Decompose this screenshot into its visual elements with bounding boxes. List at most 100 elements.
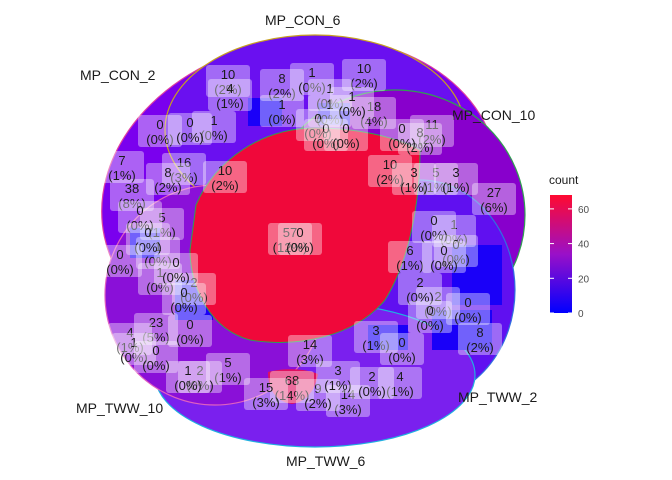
region-percent: (2%): [304, 396, 331, 411]
region-label-bg: [326, 385, 370, 417]
region-percent: (0%): [126, 218, 153, 233]
region-label-bg: [134, 313, 178, 345]
region-label: 0(0%): [422, 241, 466, 273]
region-percent: (3%): [334, 402, 361, 417]
region-label: 15(3%): [244, 378, 288, 410]
set-label: MP_CON_10: [452, 107, 535, 123]
region-percent: (0%): [430, 258, 457, 273]
region-label-bg: [110, 179, 154, 211]
region-label: 0(0%): [434, 235, 478, 267]
region-count: 0: [144, 225, 151, 240]
region-count: 0: [322, 121, 329, 136]
region-count: 0: [136, 203, 143, 218]
region-label-bg: [388, 241, 432, 273]
region-label-bg: [260, 95, 304, 127]
region-label: 2(0%): [398, 273, 442, 305]
region-label: 38(8%): [110, 179, 154, 211]
region-label: 0(0%): [380, 119, 424, 151]
region-label-bg: [308, 95, 352, 127]
region-label: 2(0%): [416, 287, 460, 319]
region-label-bg: [278, 223, 322, 255]
region-label: 8(2%): [398, 123, 442, 155]
region-count: 57: [283, 225, 297, 240]
region-count: 1: [326, 81, 333, 96]
region-label-bg: [112, 333, 156, 365]
region-count: 0: [398, 335, 405, 350]
region-count: 0: [186, 317, 193, 332]
legend-tick-label: 40: [578, 240, 590, 251]
region-percent: (0%): [142, 358, 169, 373]
region-label-bg: [410, 115, 454, 147]
region-percent: (2%): [268, 86, 295, 101]
region-label: 0(0%): [296, 109, 340, 141]
region-count: 1: [450, 217, 457, 232]
region-label: 0(0%): [134, 341, 178, 373]
region-label: 4(1%): [108, 323, 152, 355]
region-percent: (0%): [358, 384, 385, 399]
region-percent: (0%): [424, 304, 451, 319]
region-percent: (0%): [186, 378, 213, 393]
region-percent: (5%): [142, 330, 169, 345]
region-label: 0(0%): [168, 113, 212, 145]
set-labels: MP_CON_2 MP_CON_6 MP_CON_10 MP_TWW_2 MP_…: [76, 12, 538, 469]
region-label-bg: [408, 301, 452, 333]
region-label-bg: [172, 273, 216, 305]
region-label: 0(0%): [412, 211, 456, 243]
region-percent: (0%): [146, 280, 173, 295]
region-label-bg: [472, 183, 516, 215]
region-label: 3(1%): [354, 321, 398, 353]
region-count: 4: [396, 369, 403, 384]
region-count: 6: [406, 243, 413, 258]
region-label-bg: [422, 241, 466, 273]
region-percent: (1%): [216, 96, 243, 111]
region-percent: (1%): [214, 370, 241, 385]
region-label-bg: [380, 333, 424, 365]
region-label: 14(3%): [288, 335, 332, 367]
region-label: 0(0%): [408, 301, 452, 333]
region-percent: (0%): [332, 136, 359, 151]
zero-region: [248, 98, 282, 126]
legend: count 0 20 40 60: [549, 173, 590, 320]
region-count: 18: [367, 99, 381, 114]
region-count: 14: [341, 387, 355, 402]
region-count: 8: [278, 71, 285, 86]
region-percent: (1%): [108, 168, 135, 183]
region-label-bg: [380, 119, 424, 151]
region-percent: (0%): [144, 254, 171, 269]
region-percent: (3%): [252, 395, 279, 410]
region-count: 3: [410, 165, 417, 180]
region-count: 1: [210, 113, 217, 128]
region-label: 57(12%): [268, 223, 312, 255]
region-percent: (0%): [312, 136, 339, 151]
region-count: 2: [190, 275, 197, 290]
region-label-bg: [324, 119, 368, 151]
region-label-bg: [118, 201, 162, 233]
region-percent: (0%): [416, 318, 443, 333]
zero-region: [130, 228, 160, 258]
region-label-bg: [458, 323, 502, 355]
region-label: 0(0%): [154, 253, 198, 285]
region-percent: (0%): [146, 132, 173, 147]
region-percent: (1%): [148, 225, 175, 240]
region-percent: (2%): [418, 132, 445, 147]
region-count: 1: [278, 97, 285, 112]
region-count: 0: [180, 285, 187, 300]
region-count: 8: [476, 325, 483, 340]
region-label-bg: [270, 371, 314, 403]
region-label: 10(2%): [368, 155, 412, 187]
region-count: 9: [314, 381, 321, 396]
region-count: 8: [416, 125, 423, 140]
region-percent: (0%): [162, 270, 189, 285]
region-label-bg: [244, 378, 288, 410]
region-percent: (1%): [422, 180, 449, 195]
region-label: 0(0%): [126, 223, 170, 255]
legend-tick-label: 20: [578, 274, 590, 285]
region-percent: (0%): [176, 130, 203, 145]
region-percent: (1%): [362, 338, 389, 353]
region-count: 2: [416, 275, 423, 290]
region-label-bg: [208, 79, 252, 111]
region-count: 7: [118, 153, 125, 168]
region-count: 0: [314, 111, 321, 126]
region-label-bg: [352, 97, 396, 129]
